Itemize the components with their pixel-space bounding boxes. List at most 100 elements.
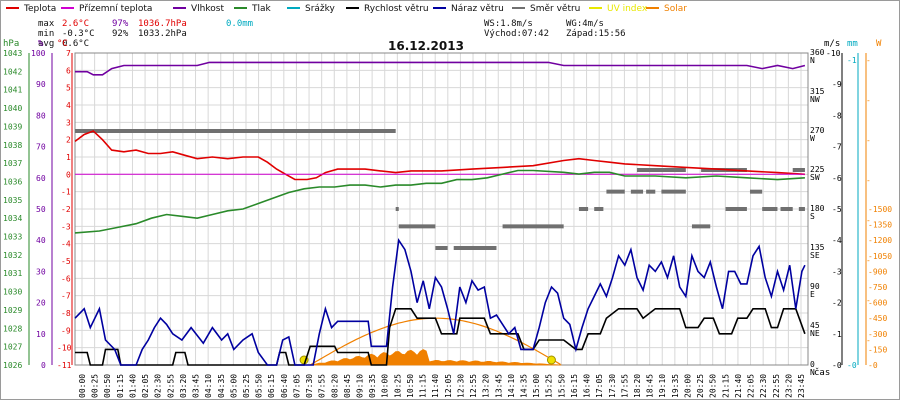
x-tick-label: 19:10 xyxy=(658,374,667,398)
solar-tick-label: -750 xyxy=(868,283,887,292)
x-tick-label: 08:45 xyxy=(343,374,352,398)
stats-max-rain: 0.0mm xyxy=(226,19,254,29)
stats-min-temp: -0.3°C xyxy=(62,29,95,39)
x-tick-label: 00:00 xyxy=(78,374,87,398)
legend-item-1: Přízemní teplota xyxy=(61,4,152,14)
direction-tick-dir: SE xyxy=(810,251,820,260)
temperature-tick-label: 0 xyxy=(66,170,71,179)
x-tick-label: 03:20 xyxy=(179,374,188,398)
stats-min-press: 1033.2hPa xyxy=(138,29,187,39)
unit-time: čas xyxy=(814,368,831,378)
temperature-tick-label: -9 xyxy=(61,326,71,335)
legend-swatch xyxy=(646,6,659,9)
stats-max-hum: 97% xyxy=(112,19,129,29)
pressure-tick-label: 1030 xyxy=(3,288,22,297)
x-tick-label: 10:25 xyxy=(393,374,402,398)
stats-min-label: min xyxy=(38,29,55,39)
temperature-tick-label: 6 xyxy=(66,66,71,75)
x-tick-label: 14:10 xyxy=(507,374,516,398)
humidity-tick-label: 100 xyxy=(31,49,46,58)
legend-label: Vlhkost xyxy=(191,4,224,14)
direction-tick-label: 360 xyxy=(810,48,825,57)
solar-tick-label: -1200 xyxy=(868,236,892,245)
wind-tick-label: -0 xyxy=(832,361,842,370)
series-line-vlhkost xyxy=(75,61,806,76)
solar-tick-label: -300 xyxy=(868,330,887,339)
legend-label: Teplota xyxy=(24,4,57,14)
unit-hpa: hPa xyxy=(3,39,20,49)
wind-tick-label: -8 xyxy=(832,111,842,120)
x-tick-label: 19:35 xyxy=(671,374,680,398)
pressure-tick-label: 1042 xyxy=(3,67,22,76)
x-tick-label: 03:45 xyxy=(192,374,201,398)
direction-tick-dir: SW xyxy=(810,173,820,182)
temperature-tick-label: -8 xyxy=(61,309,71,318)
direction-tick-label: 135 xyxy=(810,243,825,252)
direction-tick-label: 45 xyxy=(810,321,820,330)
x-tick-label: 10:00 xyxy=(381,374,390,398)
solar-tick-mark: - xyxy=(866,136,871,145)
pressure-tick-label: 1043 xyxy=(3,49,22,58)
humidity-tick-label: 10 xyxy=(36,330,46,339)
temperature-tick-label: 2 xyxy=(66,136,71,145)
legend-label: Přízemní teplota xyxy=(79,4,153,14)
legend-label: Rychlost větru xyxy=(364,4,429,14)
x-tick-label: 10:50 xyxy=(406,374,415,398)
unit-mm: mm xyxy=(847,39,858,49)
legend-label: Solar xyxy=(664,4,687,14)
x-tick-label: 09:35 xyxy=(368,374,377,398)
x-tick-label: 12:55 xyxy=(469,374,478,398)
x-tick-label: 04:10 xyxy=(204,374,213,398)
wind-tick-label: -5 xyxy=(832,205,842,214)
humidity-tick-label: 70 xyxy=(36,143,46,152)
pressure-tick-label: 1034 xyxy=(3,214,22,223)
direction-tick-label: 225 xyxy=(810,165,825,174)
temperature-tick-label: -3 xyxy=(61,222,71,231)
x-tick-label: 22:05 xyxy=(747,374,756,398)
wind-tick-label: -3 xyxy=(832,267,842,276)
direction-tick-dir: S xyxy=(810,212,815,221)
series-line-rychlost-větru xyxy=(75,307,806,366)
temperature-tick-label: 7 xyxy=(66,49,71,58)
x-tick-label: 22:55 xyxy=(772,374,781,398)
pressure-tick-label: 1039 xyxy=(3,122,22,131)
wind-tick-label: -4 xyxy=(832,236,842,245)
humidity-tick-label: 40 xyxy=(36,236,46,245)
stats-avg-label: avg xyxy=(38,39,55,49)
pressure-tick-label: 1036 xyxy=(3,177,22,186)
x-tick-label: 17:55 xyxy=(620,374,629,398)
solar-tick-label: -450 xyxy=(868,314,887,323)
direction-tick-label: 90 xyxy=(810,282,820,291)
humidity-tick-label: 50 xyxy=(36,205,46,214)
x-tick-label: 06:40 xyxy=(280,374,289,398)
solar-tick-label: -150 xyxy=(868,345,887,354)
solar-tick-mark: - xyxy=(866,216,871,225)
series-line-teplota xyxy=(74,130,805,181)
rain-tick-label: -0 xyxy=(847,361,857,370)
pressure-tick-label: 1026 xyxy=(3,361,22,370)
legend-label: Srážky xyxy=(305,4,335,14)
temperature-tick-label: -11 xyxy=(57,361,72,370)
x-tick-label: 18:45 xyxy=(646,374,655,398)
direction-tick-dir: NW xyxy=(810,95,820,104)
unit-deg: °C xyxy=(57,39,68,49)
legend-swatch xyxy=(6,6,19,9)
x-tick-label: 12:30 xyxy=(456,374,465,398)
x-tick-label: 15:25 xyxy=(545,374,554,398)
x-tick-label: 16:15 xyxy=(570,374,579,398)
temperature-tick-label: -10 xyxy=(57,344,72,353)
solar-tick-label: -600 xyxy=(868,299,887,308)
solar-tick-mark: - xyxy=(866,56,871,65)
direction-tick-label: 270 xyxy=(810,126,825,135)
solar-tick-mark: - xyxy=(866,96,871,105)
temperature-tick-label: 4 xyxy=(66,101,71,110)
x-tick-label: 02:05 xyxy=(141,374,150,398)
x-tick-label: 09:10 xyxy=(356,374,365,398)
humidity-tick-label: 30 xyxy=(36,267,46,276)
x-tick-label: 20:25 xyxy=(696,374,705,398)
x-tick-label: 07:55 xyxy=(318,374,327,398)
x-tick-label: 11:15 xyxy=(419,374,428,398)
x-tick-label: 13:20 xyxy=(482,374,491,398)
pressure-tick-label: 1033 xyxy=(3,233,22,242)
x-tick-label: 05:50 xyxy=(255,374,264,398)
